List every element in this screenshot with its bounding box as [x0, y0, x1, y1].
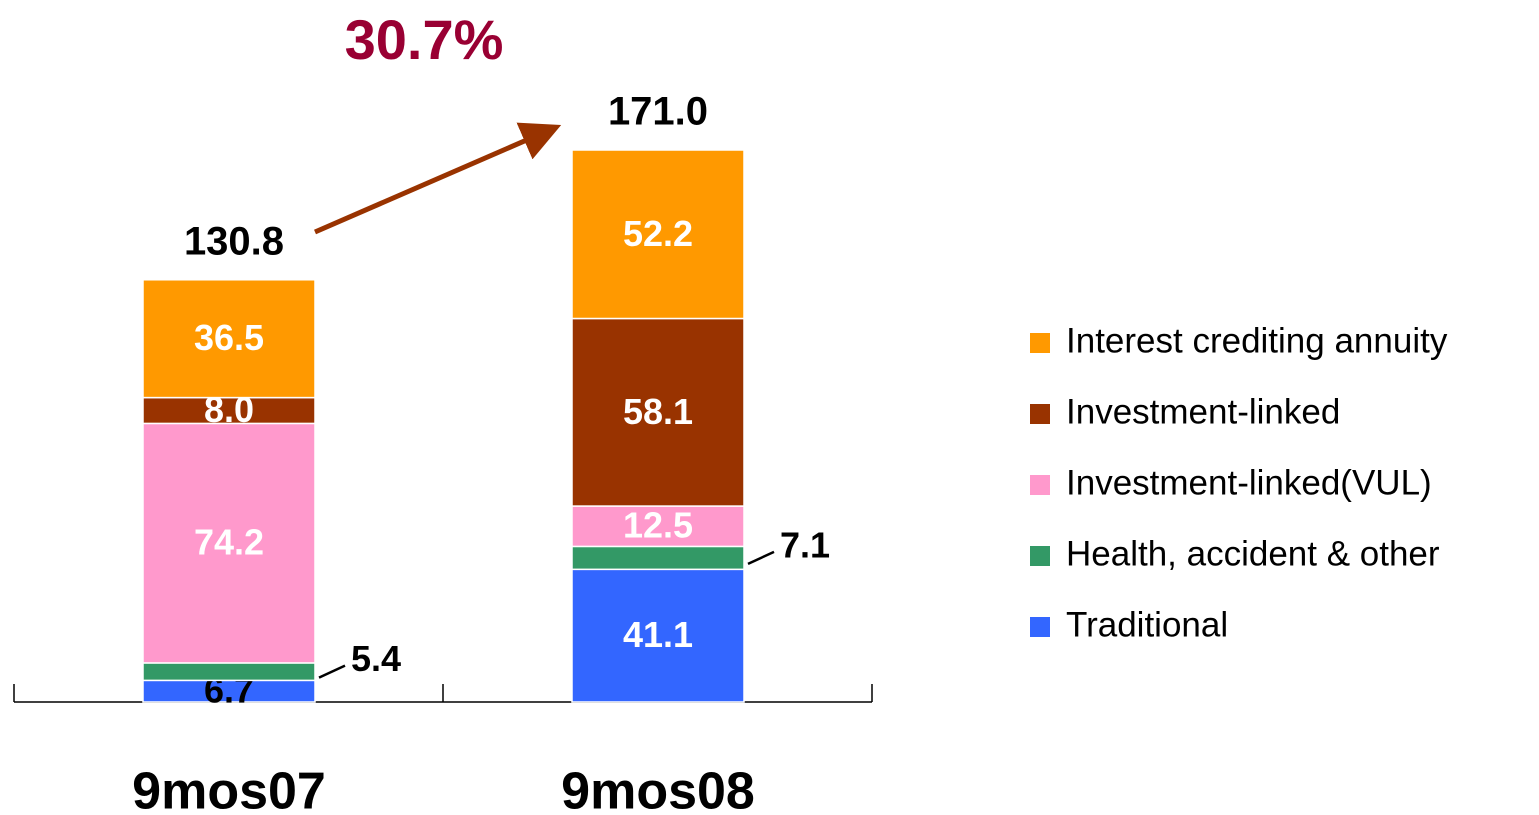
total-label: 171.0	[608, 90, 708, 134]
legend-swatch	[1030, 404, 1050, 424]
bar-segment	[142, 279, 316, 399]
total-label: 130.8	[184, 219, 284, 263]
bar-segment	[571, 568, 745, 703]
growth-annotation: 30.7%	[345, 8, 504, 71]
bar-segment	[571, 505, 745, 548]
legend-label: Health, accident & other	[1066, 534, 1440, 573]
bar-segment	[571, 317, 745, 507]
x-tick-label: 9mos07	[132, 763, 326, 815]
leader-line	[747, 550, 775, 566]
value-label: 58.1	[623, 391, 693, 432]
legend-label: Investment-linked	[1066, 392, 1340, 431]
leader-line	[318, 664, 346, 679]
value-label: 41.1	[623, 614, 693, 655]
bar-segment	[571, 545, 745, 571]
legend-swatch	[1030, 617, 1050, 637]
bar-segment	[142, 662, 316, 682]
legend-swatch	[1030, 333, 1050, 353]
legend-swatch	[1030, 475, 1050, 495]
x-tick-label: 9mos08	[561, 763, 755, 815]
value-label: 5.4	[351, 638, 401, 679]
value-label: 36.5	[194, 317, 264, 358]
bar-segment	[571, 149, 745, 320]
value-label: 52.2	[623, 213, 693, 254]
value-label: 12.5	[623, 505, 693, 546]
legend-label: Investment-linked(VUL)	[1066, 463, 1432, 502]
legend-swatch	[1030, 546, 1050, 566]
legend-label: Interest crediting annuity	[1066, 321, 1448, 360]
value-label: 74.2	[194, 522, 264, 563]
value-label: 7.1	[780, 524, 830, 565]
growth-arrow	[314, 122, 562, 235]
legend-label: Traditional	[1066, 605, 1228, 644]
